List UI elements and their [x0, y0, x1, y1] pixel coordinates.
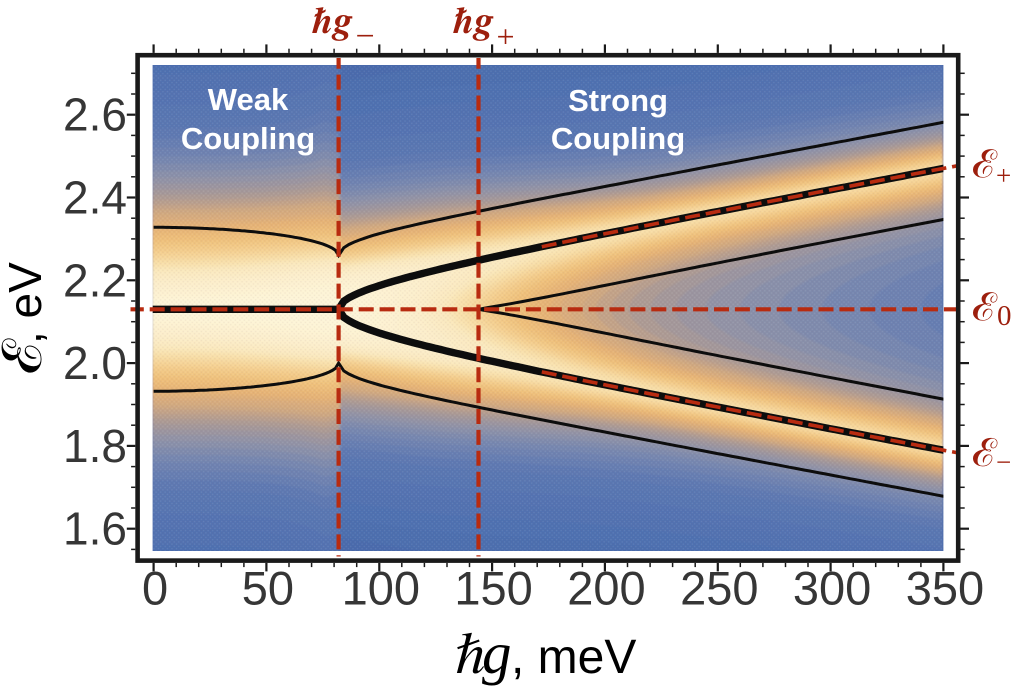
svg-text:50: 50	[242, 562, 294, 615]
svg-text:2.0: 2.0	[63, 337, 127, 389]
svg-text:300: 300	[793, 562, 871, 615]
svg-text:350: 350	[906, 562, 984, 615]
svg-text:150: 150	[454, 562, 532, 615]
svg-text:+: +	[497, 19, 515, 55]
svg-text:, meV: , meV	[511, 631, 636, 684]
svg-text:Weak: Weak	[208, 82, 289, 117]
svg-text:g: g	[482, 620, 512, 686]
svg-text:, eV: , eV	[0, 262, 51, 344]
svg-text:2.4: 2.4	[63, 172, 127, 224]
svg-text:0: 0	[142, 562, 168, 615]
svg-text:−: −	[356, 18, 375, 55]
svg-text:Coupling: Coupling	[181, 121, 315, 156]
svg-text:2.6: 2.6	[63, 89, 127, 141]
svg-text:Coupling: Coupling	[551, 121, 685, 156]
svg-text:+: +	[996, 161, 1011, 191]
svg-text:−: −	[996, 447, 1011, 477]
svg-text:100: 100	[342, 562, 420, 615]
svg-text:250: 250	[680, 562, 758, 615]
svg-text:Strong: Strong	[568, 83, 668, 118]
svg-text:200: 200	[567, 562, 645, 615]
svg-text:0: 0	[997, 300, 1012, 332]
svg-text:1.6: 1.6	[63, 503, 127, 555]
svg-text:1.8: 1.8	[63, 420, 127, 472]
svg-text:2.2: 2.2	[63, 254, 127, 306]
